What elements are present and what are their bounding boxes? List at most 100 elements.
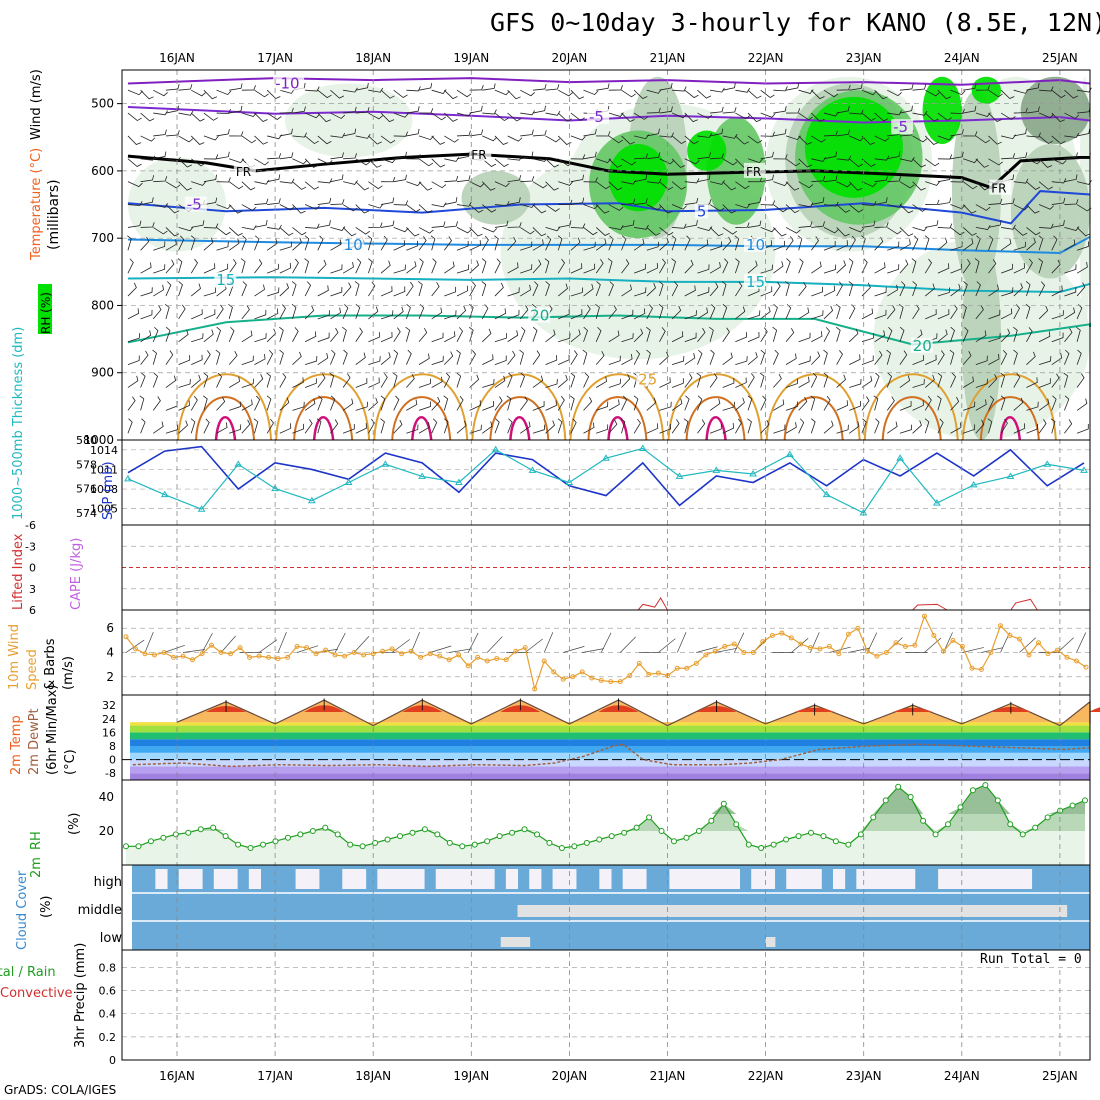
wind-barb bbox=[241, 135, 257, 144]
rh2m-point bbox=[932, 831, 939, 838]
wind-barb bbox=[203, 263, 216, 274]
wind-barb bbox=[659, 227, 674, 236]
wind-barb bbox=[1051, 259, 1061, 274]
wind-barb bbox=[494, 308, 507, 320]
wind-barb bbox=[912, 110, 928, 116]
wind-barb bbox=[342, 180, 358, 185]
wind-barb bbox=[127, 282, 137, 297]
wind-barb bbox=[153, 421, 164, 434]
wind-10m-barb bbox=[163, 644, 185, 653]
wind-barb bbox=[203, 287, 217, 297]
wind-speed-point bbox=[722, 643, 728, 649]
wind-barb bbox=[658, 304, 664, 320]
wind-barb bbox=[228, 258, 237, 274]
wind-10m-barb bbox=[486, 636, 503, 653]
wind-barb bbox=[469, 227, 483, 237]
wind-speed-point bbox=[323, 647, 329, 653]
wind-barb bbox=[190, 283, 201, 297]
slp-tick-label: 1008 bbox=[90, 483, 118, 496]
wind-speed-point bbox=[636, 660, 642, 666]
wind-barb bbox=[482, 158, 497, 167]
wind-barb bbox=[1038, 258, 1043, 274]
wind-barb bbox=[444, 221, 458, 228]
wind-barb bbox=[773, 261, 784, 274]
cloud-high-clear bbox=[447, 869, 460, 889]
wind-barb bbox=[861, 181, 877, 188]
wind-barb bbox=[140, 418, 146, 434]
wind-speed-point bbox=[1007, 633, 1013, 638]
cloud-middle-clear bbox=[587, 905, 600, 917]
wind-barb bbox=[153, 227, 168, 235]
wind-barb bbox=[532, 181, 548, 189]
wind-barb bbox=[1076, 128, 1091, 137]
wind-barb bbox=[279, 152, 294, 160]
wind-speed-point bbox=[399, 651, 405, 657]
wind-barb bbox=[1013, 372, 1021, 388]
wind-barb bbox=[786, 108, 801, 114]
rh2m-point bbox=[334, 831, 341, 838]
wind-barb bbox=[823, 151, 837, 160]
wind-barb bbox=[646, 241, 659, 251]
iso-25-arch-6 bbox=[765, 373, 861, 441]
cloud-high-clear bbox=[973, 869, 986, 889]
wind-barb bbox=[861, 220, 876, 228]
cloud-middle-clear bbox=[669, 905, 682, 917]
wind-barb bbox=[1051, 310, 1064, 320]
rh2m-point bbox=[446, 839, 453, 846]
wind-barb bbox=[191, 309, 203, 320]
wind-barb bbox=[279, 128, 293, 137]
wind-barb bbox=[747, 352, 758, 365]
wind-barb bbox=[861, 89, 877, 96]
wind-barb bbox=[684, 135, 699, 145]
rh2m-point bbox=[421, 826, 428, 833]
wind-barb bbox=[646, 349, 651, 365]
wind-barb bbox=[697, 327, 706, 343]
wind-barb bbox=[405, 326, 411, 342]
wind-barb bbox=[1076, 349, 1082, 365]
wind-barb bbox=[1051, 178, 1067, 184]
wind-barb bbox=[836, 400, 848, 411]
wind-barb bbox=[861, 396, 870, 411]
cloud-high-clear bbox=[552, 869, 565, 889]
wind-barb bbox=[1063, 372, 1069, 388]
wind-barb bbox=[507, 262, 519, 274]
wind-barb bbox=[861, 135, 876, 146]
wind-barb bbox=[1038, 235, 1044, 251]
wind-speed-point bbox=[408, 648, 414, 654]
wind-barb bbox=[735, 377, 747, 388]
wind-speed-point bbox=[180, 653, 186, 659]
wind-barb bbox=[975, 330, 987, 343]
wind-barb bbox=[406, 281, 414, 297]
wind-barb bbox=[292, 204, 306, 214]
wind-barb bbox=[849, 109, 864, 115]
wind-10m-barb bbox=[1076, 632, 1087, 653]
wind-barb bbox=[1064, 307, 1076, 320]
wind-barb bbox=[1064, 327, 1073, 343]
wind-barb bbox=[1013, 89, 1029, 94]
wind-speed-point bbox=[123, 634, 129, 640]
wind-barb bbox=[254, 158, 269, 166]
wind-barb bbox=[241, 419, 251, 434]
wind-barb bbox=[545, 281, 550, 297]
wind-barb bbox=[494, 258, 501, 274]
wind-barb bbox=[532, 350, 541, 365]
wind-barb bbox=[267, 263, 279, 274]
wind-barb bbox=[279, 227, 294, 236]
iso-35-arch-0 bbox=[214, 416, 237, 441]
wind-barb bbox=[671, 378, 684, 388]
wind-barb bbox=[431, 396, 441, 411]
wind-10m-barb bbox=[924, 637, 942, 653]
wind-barb bbox=[1064, 239, 1076, 251]
iso-30-arch-1 bbox=[293, 396, 354, 441]
wind-barb bbox=[127, 181, 143, 188]
wind-speed-point bbox=[332, 652, 338, 658]
wind-barb bbox=[962, 258, 971, 274]
wind-barb bbox=[419, 108, 434, 114]
wind-barb bbox=[798, 112, 813, 121]
wind-barb bbox=[1051, 112, 1065, 123]
wind-barb bbox=[165, 326, 171, 342]
wind-barb bbox=[190, 418, 196, 434]
wind-barb bbox=[127, 158, 142, 168]
wind-barb bbox=[545, 378, 558, 388]
wind-barb bbox=[1026, 351, 1036, 365]
